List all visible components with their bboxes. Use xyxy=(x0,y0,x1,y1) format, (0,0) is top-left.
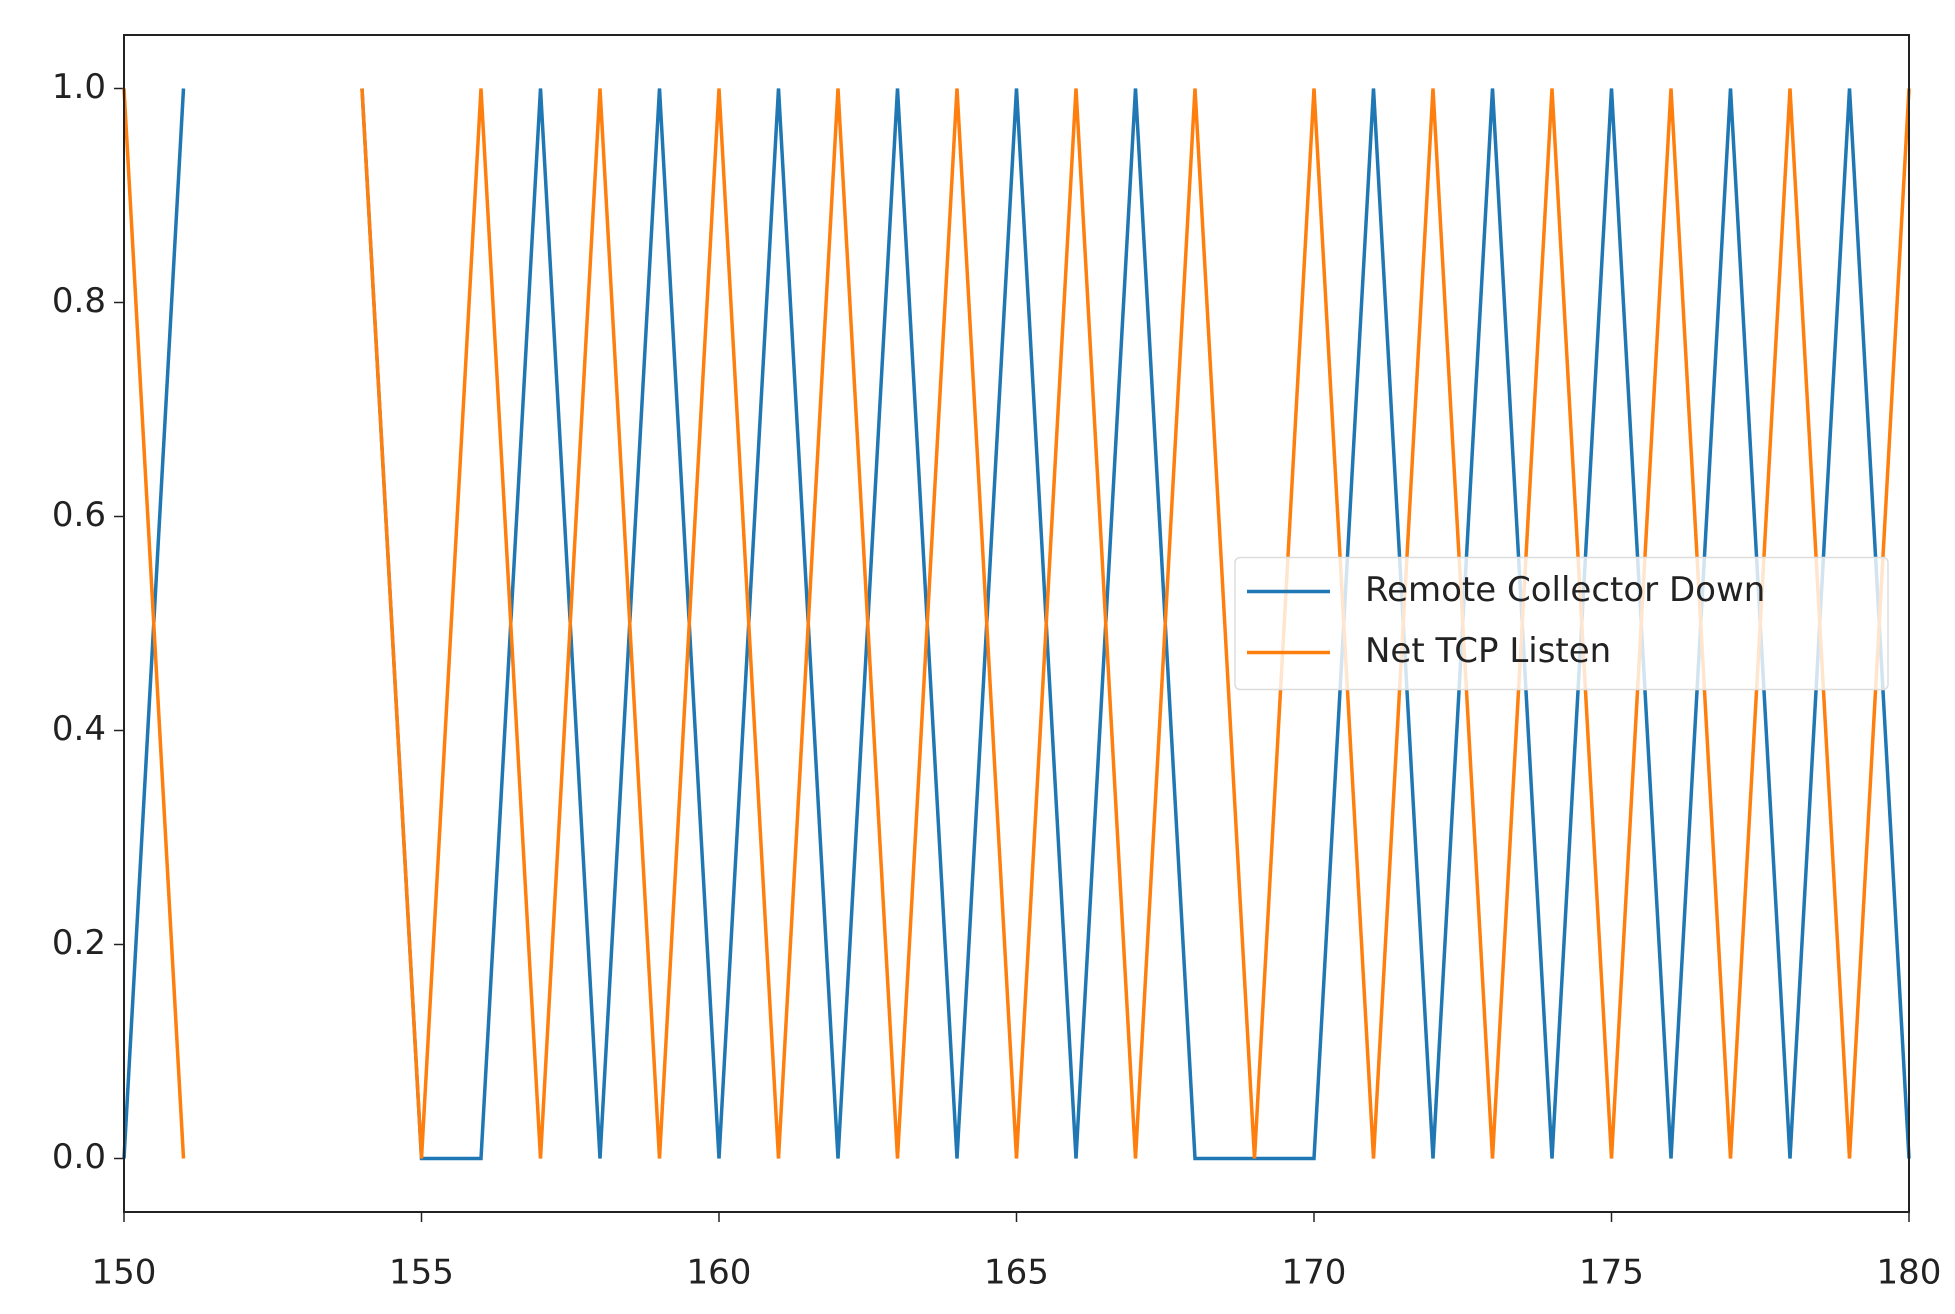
x-tick-label: 155 xyxy=(389,1253,454,1293)
legend-label: Remote Collector Down xyxy=(1365,570,1765,610)
x-tick-label: 160 xyxy=(687,1253,752,1293)
y-tick-label: 0.2 xyxy=(52,923,106,963)
line-series xyxy=(360,88,1911,1161)
plot-frame xyxy=(123,34,1910,1213)
line-series xyxy=(360,88,1911,1159)
x-tick-label: 150 xyxy=(92,1253,157,1293)
x-tick-label: 175 xyxy=(1579,1253,1644,1293)
y-tick-label: 0.4 xyxy=(52,709,106,749)
line-series xyxy=(122,88,186,1159)
y-tick-label: 0.6 xyxy=(52,495,106,535)
x-tick-label: 180 xyxy=(1877,1253,1942,1293)
x-tick-label: 165 xyxy=(984,1253,1049,1293)
legend-box xyxy=(1234,556,1889,691)
y-tick-label: 1.0 xyxy=(52,67,106,107)
y-tick-label: 0.0 xyxy=(52,1137,106,1177)
y-tick-label: 0.8 xyxy=(52,281,106,321)
legend-label: Net TCP Listen xyxy=(1365,631,1611,671)
x-tick-label: 170 xyxy=(1282,1253,1347,1293)
